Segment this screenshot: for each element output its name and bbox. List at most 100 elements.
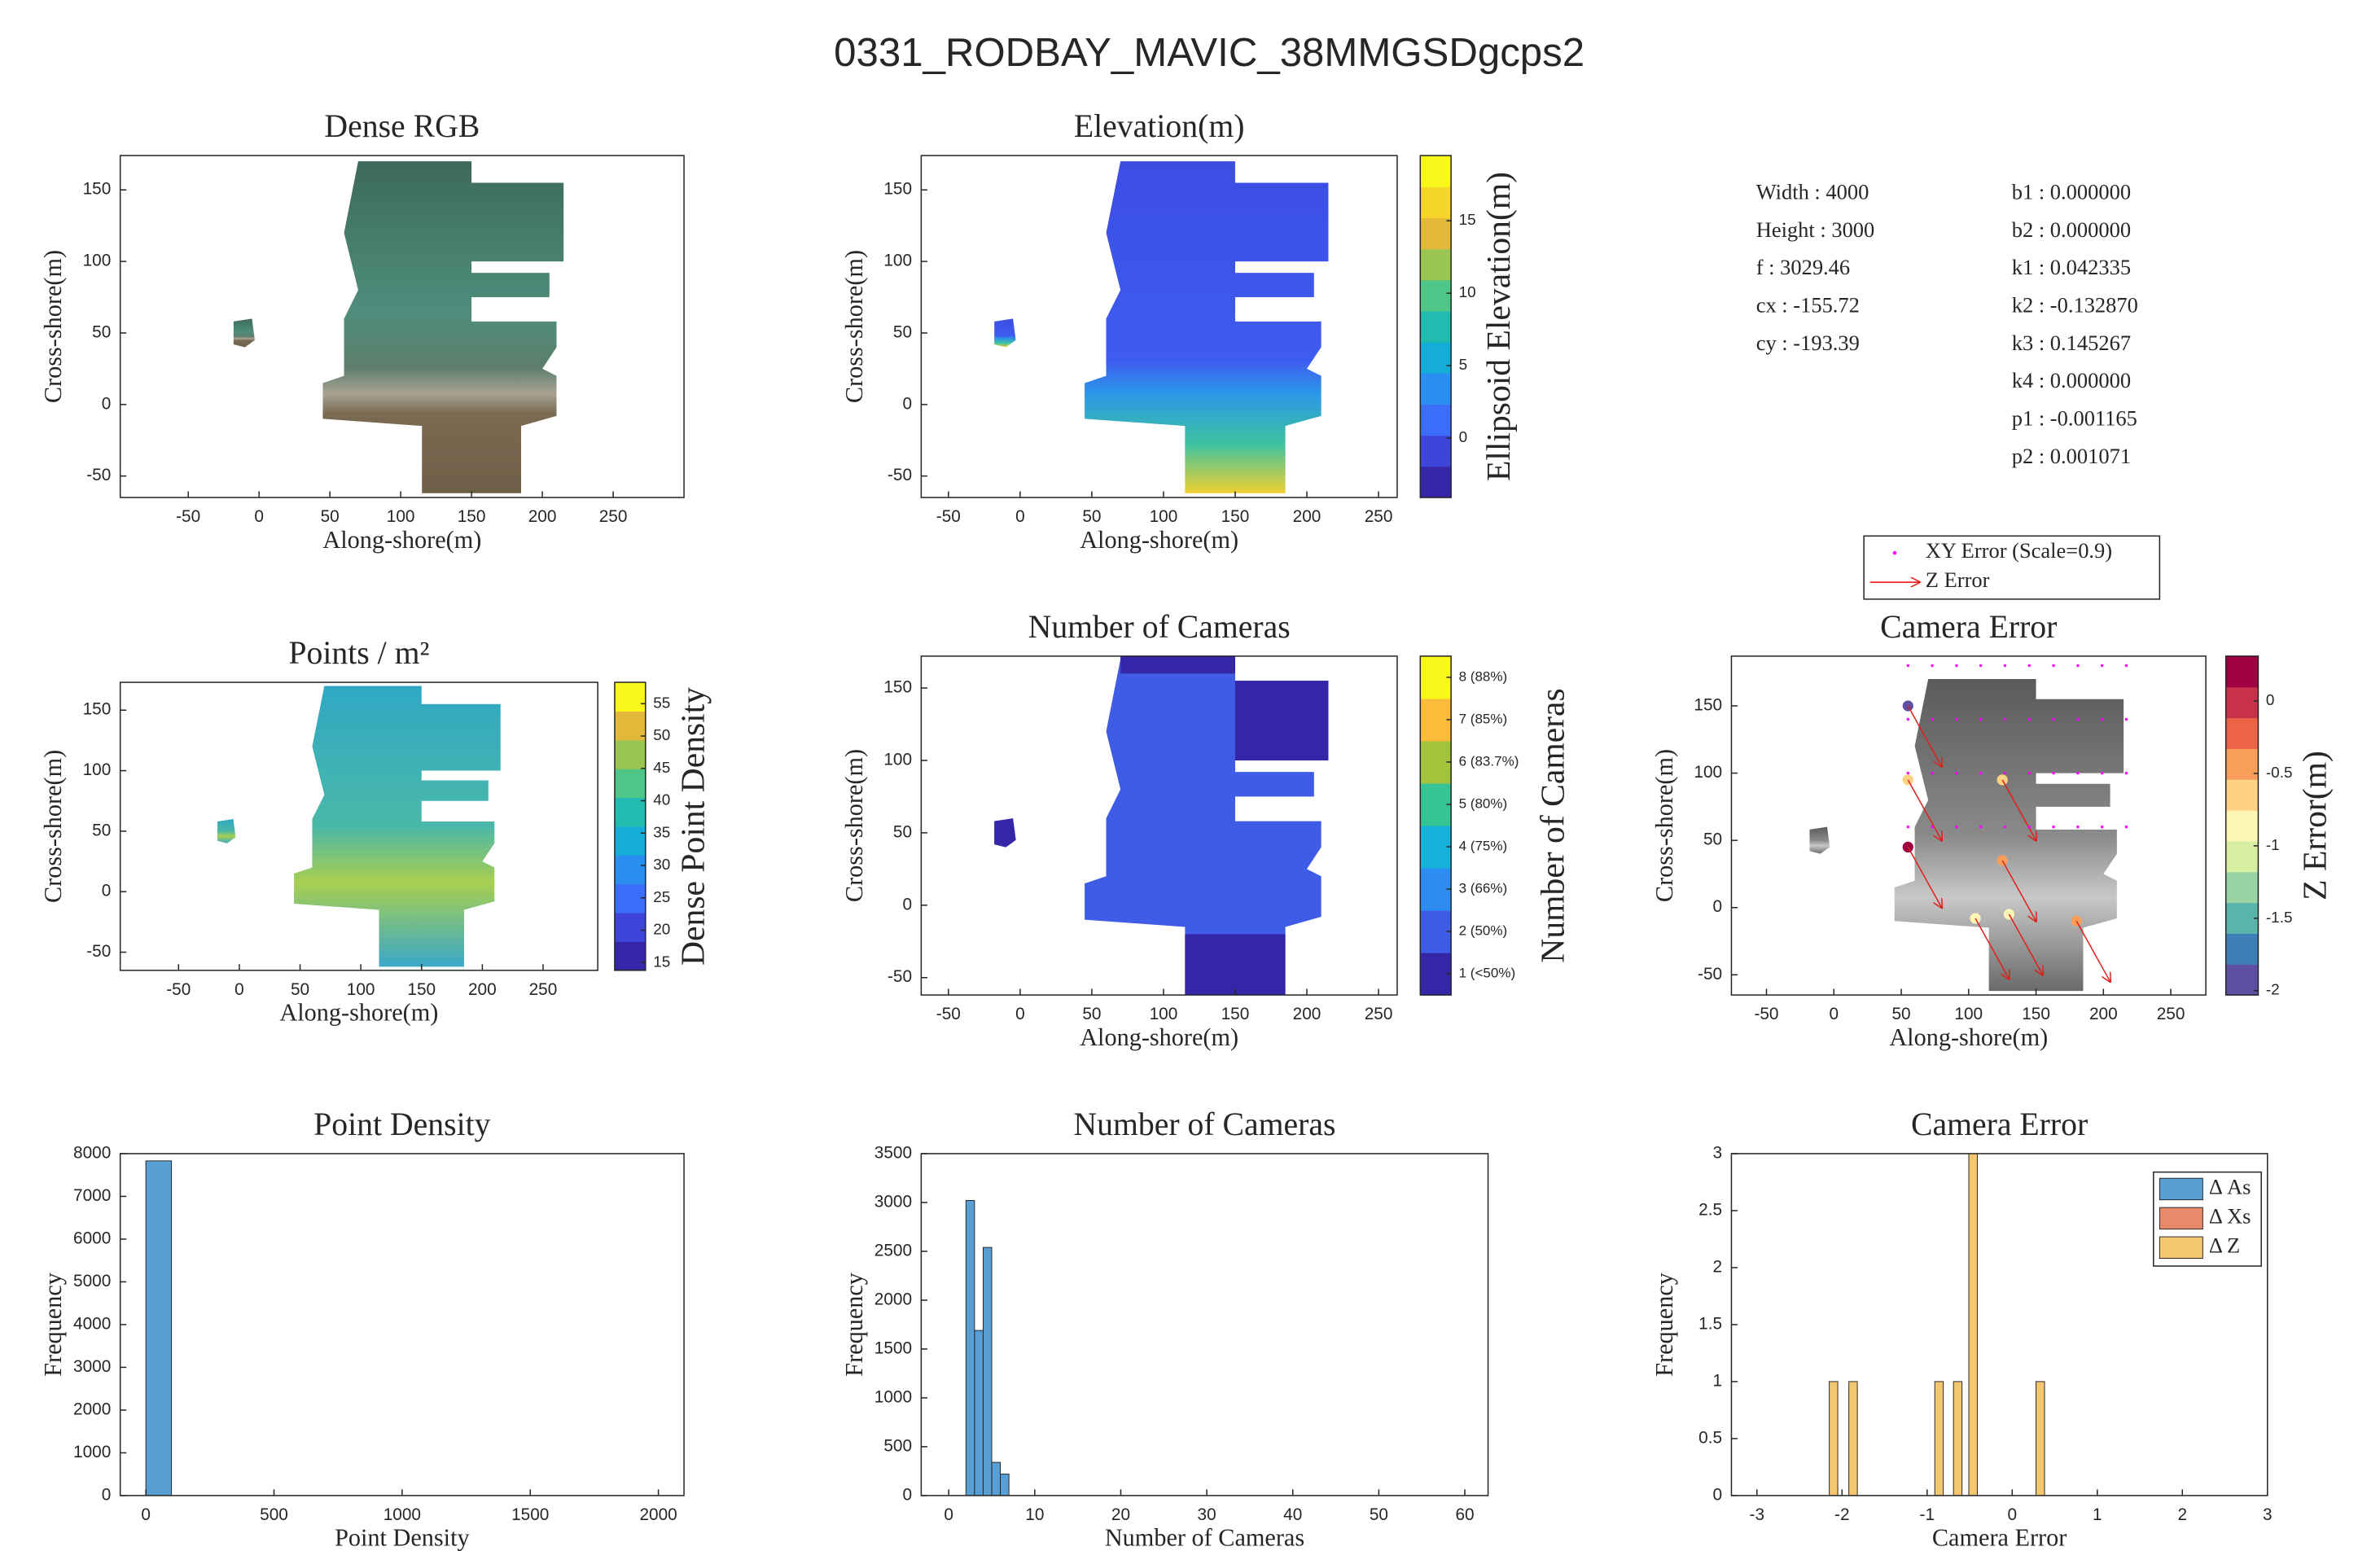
x-axis-label: Along-shore(m) <box>1080 526 1238 554</box>
colorbar-tick-label: 4 (75%) <box>1459 838 1508 853</box>
legend: XY Error (Scale=0.9) Z Error <box>1863 535 2161 600</box>
colorbar-band <box>1420 404 1452 436</box>
param-text: k3 : 0.145267 <box>2012 331 2131 355</box>
axes-box <box>119 155 685 498</box>
colorbar-band <box>614 855 646 885</box>
colorbar-band <box>1420 279 1452 312</box>
param-text: k1 : 0.042335 <box>2012 255 2131 279</box>
footprint <box>294 686 501 967</box>
y-tick-label: -50 <box>888 466 912 484</box>
y-tick-label: 3 <box>1713 1143 1723 1162</box>
y-axis-label: Cross-shore(m) <box>1650 749 1678 902</box>
xy-dot <box>2052 825 2055 829</box>
colorbar-tick-label: 45 <box>653 760 670 777</box>
colorbar-label: Dense Point Density <box>675 687 712 966</box>
xy-dot <box>1979 664 1983 668</box>
x-tick-label: 0 <box>2008 1505 2018 1524</box>
colorbar-tick-label: 6 (83.7%) <box>1459 753 1519 769</box>
xy-dot <box>1955 771 1958 775</box>
x-tick-label: 20 <box>1111 1505 1130 1524</box>
x-tick-label: 50 <box>321 507 340 526</box>
colorbar-band <box>614 739 646 769</box>
colorbar-band <box>1420 373 1452 405</box>
panel: -50 0 50 100 150 200 250 -50 0 50 100 150 Camera Err… <box>1650 535 2334 1051</box>
x-axis-label: Camera Error <box>1932 1524 2067 1551</box>
x-tick-label: 200 <box>528 507 557 526</box>
y-tick-label: 2.5 <box>1698 1200 1722 1219</box>
x-tick-label: 50 <box>1082 507 1101 526</box>
colorbar-box <box>1419 155 1452 498</box>
x-axis-label: Point Density <box>335 1524 470 1551</box>
y-tick-label: 3000 <box>874 1192 912 1211</box>
colorbar-band <box>2225 933 2259 965</box>
param-text: k4 : 0.000000 <box>2012 368 2131 392</box>
x-tick-label: 100 <box>1150 507 1178 526</box>
param-text: f : 3029.46 <box>1756 255 1850 279</box>
panel: 0 10 20 30 40 50 60 0 500 1000 1500 2000 2500 3000 350… <box>840 1106 1489 1551</box>
y-tick-label: 3000 <box>73 1357 111 1376</box>
colorbar-band <box>2225 964 2259 996</box>
xy-dot <box>2027 825 2031 829</box>
colorbar-band <box>1420 310 1452 343</box>
colorbar-band <box>2225 717 2259 749</box>
footprint <box>1894 678 2124 992</box>
y-tick-label: 0 <box>1713 1485 1723 1504</box>
xy-dot <box>1955 664 1958 668</box>
colorbar-band <box>1420 466 1452 498</box>
xy-dot <box>2124 664 2128 668</box>
footprint <box>994 318 1016 348</box>
xy-dot <box>2052 717 2055 721</box>
x-tick-label: 250 <box>1365 1005 1393 1023</box>
figure-title: 0331_RODBAY_MAVIC_38MMGSDgcps2 <box>834 30 1584 75</box>
colorbar-label: Number of Cameras <box>1534 688 1571 962</box>
y-tick-label: 1.5 <box>1698 1314 1722 1333</box>
x-tick-label: 250 <box>599 507 628 526</box>
legend-swatch <box>2159 1207 2203 1230</box>
y-tick-label: 0 <box>902 394 912 413</box>
colorbar-tick-label: 5 (80%) <box>1459 795 1508 811</box>
colorbar-tick-label: -1.5 <box>2266 909 2293 927</box>
colorbar-band <box>1420 825 1452 869</box>
y-tick-label: 100 <box>883 750 912 769</box>
x-tick-label: 0 <box>141 1505 151 1524</box>
colorbar-band <box>1420 782 1452 826</box>
colorbar-band <box>2225 840 2259 873</box>
footprint <box>1085 161 1329 493</box>
x-tick-label: 250 <box>2157 1005 2185 1023</box>
colorbar-box <box>614 681 647 971</box>
bar <box>2036 1381 2045 1496</box>
y-tick-label: 150 <box>883 180 912 199</box>
param-text: p1 : -0.001165 <box>2012 406 2137 431</box>
x-tick-label: 150 <box>2022 1005 2050 1023</box>
x-tick-label: 200 <box>2089 1005 2118 1023</box>
xy-dot <box>2124 717 2128 721</box>
colorbar-band <box>614 711 646 741</box>
y-tick-label: -50 <box>888 967 912 986</box>
legend-swatch <box>2159 1236 2203 1260</box>
x-tick-label: -50 <box>936 1005 961 1023</box>
y-tick-label: 50 <box>92 821 111 839</box>
param-text: cx : -155.72 <box>1756 292 1860 317</box>
xy-dot <box>2052 771 2055 775</box>
y-tick-label: 0 <box>102 394 112 413</box>
y-tick-label: 0 <box>1713 897 1723 916</box>
xy-dot <box>2124 825 2128 829</box>
colorbar-tick-label: 0 <box>1459 429 1468 446</box>
colorbar-tick-label: 40 <box>653 792 670 809</box>
x-tick-label: 150 <box>1221 507 1250 526</box>
param-text: k2 : -0.132870 <box>2012 292 2138 317</box>
colorbar-tick-label: 2 (50%) <box>1459 923 1508 939</box>
bar <box>1829 1381 1839 1496</box>
y-axis-label: Cross-shore(m) <box>840 250 868 403</box>
bar <box>1848 1381 1858 1496</box>
colorbar-tick-label: 15 <box>653 953 670 970</box>
param-text: b1 : 0.000000 <box>2012 179 2131 204</box>
xy-dot <box>2003 717 2007 721</box>
panel-title: Elevation(m) <box>1074 108 1245 144</box>
xy-dot <box>1906 664 1909 668</box>
plot-content <box>965 1200 1010 1496</box>
param-text: cy : -193.39 <box>1756 331 1860 355</box>
x-tick-label: 100 <box>1150 1005 1178 1023</box>
panel-title: Dense RGB <box>324 108 480 144</box>
